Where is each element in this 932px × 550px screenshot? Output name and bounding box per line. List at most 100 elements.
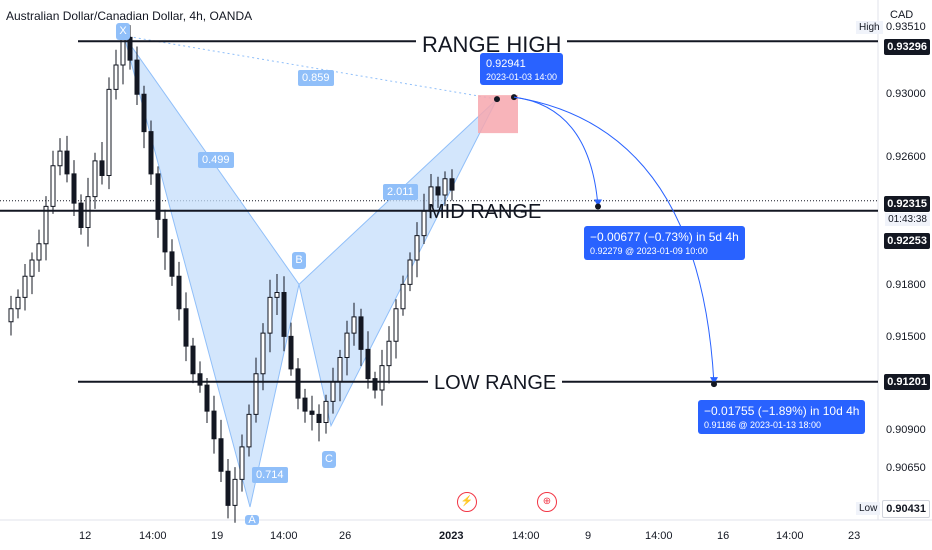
candle-body bbox=[36, 243, 42, 261]
candle-body bbox=[148, 131, 154, 175]
entry-point-marker bbox=[494, 96, 500, 103]
forecast-arc-2 bbox=[513, 96, 715, 385]
forecast-arrow-1 bbox=[594, 199, 602, 207]
candle-body bbox=[281, 292, 287, 337]
price-tick: 0.90650 bbox=[886, 462, 926, 474]
pattern-point-b[interactable]: B bbox=[292, 252, 306, 269]
forecast-arc-1 bbox=[513, 96, 599, 207]
candle-body bbox=[127, 36, 133, 61]
target-1-change: −0.00677 (−0.73%) in 5d 4h bbox=[590, 230, 739, 244]
candle-body bbox=[57, 150, 63, 167]
candle-body bbox=[295, 368, 301, 399]
candle-body bbox=[232, 478, 238, 506]
target-2-price-time: 0.91186 @ 2023-01-13 18:00 bbox=[704, 420, 822, 430]
candle-body bbox=[393, 308, 399, 342]
range-high-price-tag: 0.93296 bbox=[884, 39, 930, 55]
candle-body bbox=[442, 178, 448, 196]
pattern-point-x[interactable]: X bbox=[116, 23, 130, 40]
target-1-marker bbox=[595, 203, 601, 210]
candle-body bbox=[218, 438, 224, 472]
candle-body bbox=[22, 275, 28, 298]
low-range-price-tag: 0.91201 bbox=[884, 374, 930, 390]
symbol-title: Australian Dollar/Canadian Dollar, 4h, O… bbox=[6, 9, 253, 23]
candle-body bbox=[29, 259, 35, 277]
candle-body bbox=[43, 205, 49, 245]
candle-body bbox=[337, 357, 343, 383]
candle-body bbox=[71, 173, 77, 204]
high-label: High bbox=[856, 21, 883, 34]
candle-body bbox=[400, 283, 406, 310]
mid-range-label[interactable]: MID RANGE bbox=[428, 201, 542, 223]
candle-body bbox=[449, 178, 455, 191]
candle-body bbox=[435, 186, 441, 196]
candle-body bbox=[323, 400, 329, 423]
time-tick: 2023 bbox=[439, 530, 464, 542]
price-tick: 0.91800 bbox=[886, 279, 926, 291]
target-1-callout[interactable]: −0.00677 (−0.73%) in 5d 4h 0.92279 @ 202… bbox=[584, 226, 745, 260]
candle-body bbox=[155, 173, 161, 220]
target-1-price-time: 0.92279 @ 2023-01-09 10:00 bbox=[590, 246, 708, 256]
candle-body bbox=[78, 202, 84, 228]
candle-body bbox=[85, 196, 91, 228]
candle-body bbox=[50, 165, 56, 207]
candle-body bbox=[316, 413, 322, 423]
price-tick: 0.93000 bbox=[886, 88, 926, 100]
ratio-ac[interactable]: 0.714 bbox=[252, 467, 288, 483]
pattern-xd-line bbox=[123, 35, 498, 100]
pattern-point-a[interactable]: A bbox=[245, 515, 259, 526]
target-2-callout[interactable]: −0.01755 (−1.89%) in 10d 4h 0.91186 @ 20… bbox=[698, 400, 866, 434]
candle-body bbox=[99, 160, 105, 176]
candle-body bbox=[414, 235, 420, 261]
candle-body bbox=[176, 275, 182, 310]
price-tick: 0.92600 bbox=[886, 151, 926, 163]
target-2-change: −0.01755 (−1.89%) in 10d 4h bbox=[704, 404, 860, 418]
candle-body bbox=[8, 308, 14, 323]
candle-body bbox=[246, 413, 252, 448]
candle-body bbox=[197, 373, 203, 386]
ratio-bd[interactable]: 2.011 bbox=[383, 184, 418, 200]
entry-callout[interactable]: 0.92941 2023-01-03 14:00 bbox=[480, 53, 564, 85]
candle-body bbox=[309, 410, 315, 415]
candle-body bbox=[162, 218, 168, 253]
lightning-icon[interactable]: ⚡ bbox=[457, 492, 477, 512]
price-tick: 0.93510 bbox=[886, 21, 926, 33]
candle-body bbox=[15, 296, 21, 310]
candle-body bbox=[106, 88, 112, 176]
candle-body bbox=[330, 381, 336, 402]
ratio-ab[interactable]: 0.499 bbox=[198, 152, 234, 168]
candle-body bbox=[113, 64, 119, 90]
pattern-point-c[interactable]: C bbox=[322, 451, 336, 468]
currency-label: CAD bbox=[890, 9, 914, 21]
price-tick: 0.90900 bbox=[886, 424, 926, 436]
price-tick: 0.91500 bbox=[886, 331, 926, 343]
dividend-icon[interactable]: ⊕ bbox=[537, 492, 557, 512]
candle-body bbox=[267, 296, 273, 334]
candle-body bbox=[183, 308, 189, 347]
candle-body bbox=[253, 373, 259, 415]
ratio-xb[interactable]: 0.859 bbox=[298, 70, 334, 86]
low-price-tag: 0.90431 bbox=[882, 500, 930, 518]
candle-body bbox=[386, 340, 392, 367]
candle-body bbox=[344, 332, 350, 358]
low-label: Low bbox=[856, 502, 881, 515]
time-tick: 16 bbox=[717, 530, 730, 542]
candle-body bbox=[288, 335, 294, 370]
mid-range-price-tag: 0.92253 bbox=[884, 233, 930, 249]
candle-body bbox=[134, 59, 140, 95]
target-2-marker bbox=[711, 381, 717, 388]
candle-body bbox=[204, 384, 210, 412]
candle-body bbox=[372, 378, 378, 391]
candle-body bbox=[225, 470, 231, 506]
candle-body bbox=[190, 345, 196, 375]
time-tick: 12 bbox=[79, 530, 92, 542]
candle-body bbox=[239, 446, 245, 480]
forecast-arrow-2 bbox=[710, 377, 718, 385]
candle-body bbox=[365, 348, 371, 380]
entry-price: 0.92941 bbox=[486, 58, 526, 70]
candle-body bbox=[351, 316, 357, 334]
time-tick: 14:00 bbox=[776, 530, 804, 542]
low-range-label[interactable]: LOW RANGE bbox=[428, 372, 563, 395]
last-price-tag: 0.92315 bbox=[884, 196, 930, 212]
candle-body bbox=[274, 292, 280, 298]
